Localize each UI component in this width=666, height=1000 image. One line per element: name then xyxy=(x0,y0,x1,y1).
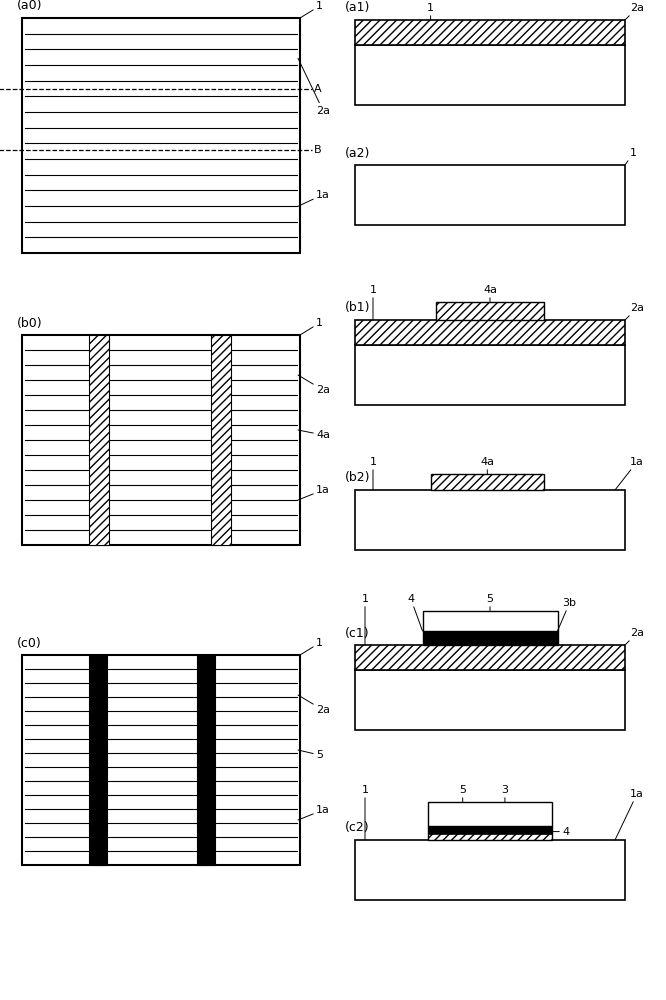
Text: 3b: 3b xyxy=(557,598,577,631)
Bar xyxy=(197,655,215,865)
Bar xyxy=(436,302,544,320)
Text: (a1): (a1) xyxy=(345,1,370,14)
Bar xyxy=(355,165,625,225)
Text: B: B xyxy=(314,145,322,155)
Text: 1: 1 xyxy=(362,785,368,840)
Bar xyxy=(355,670,625,730)
Text: 1a: 1a xyxy=(615,457,644,490)
Bar xyxy=(355,490,625,550)
Text: 2a: 2a xyxy=(298,58,330,115)
Text: 1: 1 xyxy=(427,3,434,20)
Text: 4a: 4a xyxy=(483,285,497,302)
Bar xyxy=(428,826,552,840)
Bar xyxy=(428,826,552,834)
Text: 1: 1 xyxy=(300,318,323,335)
Bar xyxy=(22,655,300,865)
Text: (b2): (b2) xyxy=(345,472,370,485)
Text: 4a: 4a xyxy=(480,457,494,474)
Bar xyxy=(422,611,557,631)
Text: 1: 1 xyxy=(625,148,637,165)
Text: 1: 1 xyxy=(370,285,376,320)
Bar xyxy=(355,45,625,105)
Text: 1: 1 xyxy=(362,594,368,645)
Text: (c1): (c1) xyxy=(345,626,370,640)
Text: 2a: 2a xyxy=(298,375,330,395)
Text: 4: 4 xyxy=(408,594,422,631)
Text: (a0): (a0) xyxy=(17,0,43,12)
Text: (c2): (c2) xyxy=(345,822,370,834)
Bar xyxy=(22,335,300,545)
Bar xyxy=(355,20,625,45)
Text: (a2): (a2) xyxy=(345,146,370,159)
Text: 1a: 1a xyxy=(298,805,330,820)
Text: 4: 4 xyxy=(552,827,569,837)
Text: (b1): (b1) xyxy=(345,302,370,314)
Text: 1: 1 xyxy=(370,457,376,490)
Text: (c0): (c0) xyxy=(17,637,42,650)
Text: 1a: 1a xyxy=(298,485,330,500)
Text: 1: 1 xyxy=(300,1,323,18)
Bar xyxy=(22,18,300,253)
Text: 3: 3 xyxy=(501,785,508,802)
Bar xyxy=(422,631,557,645)
Text: A: A xyxy=(314,84,322,94)
Bar xyxy=(89,655,107,865)
Bar xyxy=(428,802,552,826)
Text: 1: 1 xyxy=(300,638,323,655)
Text: 2a: 2a xyxy=(625,628,644,645)
Bar xyxy=(211,335,231,545)
Text: 5: 5 xyxy=(298,750,323,760)
Bar xyxy=(355,645,625,670)
Text: 5: 5 xyxy=(486,594,494,611)
Text: 2a: 2a xyxy=(625,303,644,320)
Text: (b0): (b0) xyxy=(17,316,43,330)
Text: 5: 5 xyxy=(459,785,466,802)
Text: 2a: 2a xyxy=(625,3,644,20)
Bar xyxy=(355,345,625,405)
Text: 1a: 1a xyxy=(298,190,330,206)
Bar xyxy=(431,474,544,490)
Text: 4a: 4a xyxy=(298,430,330,440)
Bar xyxy=(355,840,625,900)
Bar xyxy=(89,335,109,545)
Bar xyxy=(355,320,625,345)
Text: 1a: 1a xyxy=(615,789,644,840)
Text: 2a: 2a xyxy=(298,695,330,715)
